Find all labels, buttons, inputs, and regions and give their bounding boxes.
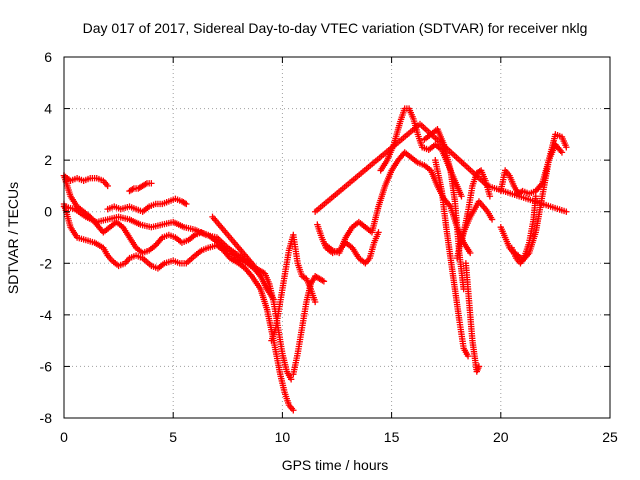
series-satellite-track-17 (462, 260, 483, 375)
data-point (375, 229, 382, 236)
series-satellite-track-9 (290, 272, 328, 378)
grid-lines (64, 57, 610, 418)
data-points (60, 105, 570, 414)
x-tick-label: 15 (384, 429, 400, 445)
x-axis-label: GPS time / hours (282, 457, 389, 473)
y-tick-label: 4 (44, 101, 52, 117)
chart-title: Day 017 of 2017, Sidereal Day-to-day VTE… (83, 20, 588, 36)
data-point (290, 407, 297, 414)
series-satellite-track-14 (432, 156, 472, 360)
data-point (129, 186, 136, 193)
data-point (532, 193, 539, 200)
series-satellite-track-16 (453, 198, 496, 262)
data-point (319, 277, 326, 284)
data-point (475, 363, 483, 370)
y-tick-label: 6 (44, 49, 52, 65)
x-tick-label: 5 (169, 429, 177, 445)
y-axis-label: SDTVAR / TECUs (5, 182, 21, 294)
data-point (142, 181, 149, 188)
y-tick-label: -2 (40, 255, 53, 271)
y-tick-labels: -8 -6 -4 -2 0 2 4 6 (40, 49, 53, 426)
x-tick-label: 25 (602, 429, 618, 445)
data-point (311, 298, 319, 306)
data-point (148, 180, 155, 187)
series-isolated-points (311, 120, 570, 215)
data-point (320, 278, 328, 285)
series-satellite-track-18 (497, 141, 566, 264)
plot-frame (63, 56, 611, 419)
data-point (287, 376, 295, 383)
data-point (563, 144, 570, 151)
data-point (181, 199, 189, 207)
data-point (563, 208, 570, 215)
y-tick-label: 0 (44, 204, 52, 220)
x-tick-label: 0 (60, 429, 68, 445)
x-tick-label: 20 (493, 429, 509, 445)
y-tick-label: -4 (40, 307, 53, 323)
data-point (558, 149, 566, 156)
data-point (488, 216, 496, 223)
data-point (486, 193, 494, 200)
axis-ticks (63, 56, 611, 419)
x-tick-label: 10 (275, 429, 291, 445)
y-tick-label: 2 (44, 152, 52, 168)
data-point (183, 200, 190, 208)
series-satellite-track-5 (104, 195, 190, 215)
data-point (458, 193, 465, 200)
series-satellite-track-4 (60, 172, 111, 190)
x-tick-labels: 0 5 10 15 20 25 (60, 429, 618, 445)
y-tick-label: -8 (40, 410, 53, 426)
series-satellite-track-3 (60, 203, 253, 267)
data-point (464, 352, 472, 360)
y-tick-label: -6 (40, 358, 53, 374)
series-satellite-track-6 (126, 180, 155, 195)
data-point (467, 249, 474, 257)
data-point (104, 182, 111, 190)
series-satellite-track-8 (268, 231, 319, 344)
